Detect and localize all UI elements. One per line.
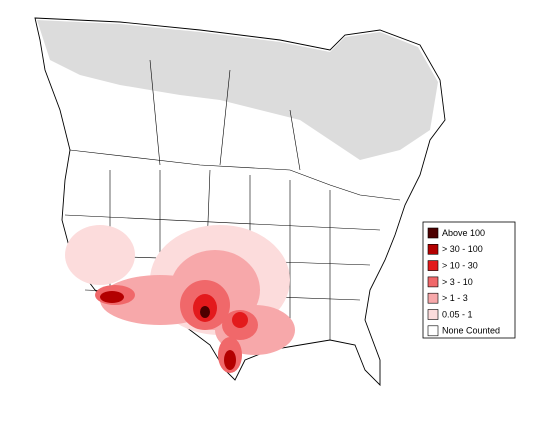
legend-label: > 10 - 30 [442,260,478,270]
legend-label: 0.05 - 1 [442,309,473,319]
legend-swatch [427,260,439,271]
legend-swatch [427,244,439,255]
legend-swatch [427,227,439,239]
legend-swatch [427,325,439,337]
legend-swatch [427,292,439,304]
legend-label: > 1 - 3 [442,293,468,303]
gray-region [37,20,438,160]
abundance-overlay [65,225,295,373]
legend-label: None Counted [442,326,500,336]
legend-label: > 30 - 100 [442,244,483,254]
legend-swatch [427,309,439,320]
legend-label: > 3 - 10 [442,277,473,287]
legend-box [422,221,516,339]
legend: Above 100 > 30 - 100 > 10 - 30 > 3 - 10 > 1 … [422,221,516,339]
legend-swatch [427,276,439,288]
legend-label: Above 100 [442,228,485,238]
